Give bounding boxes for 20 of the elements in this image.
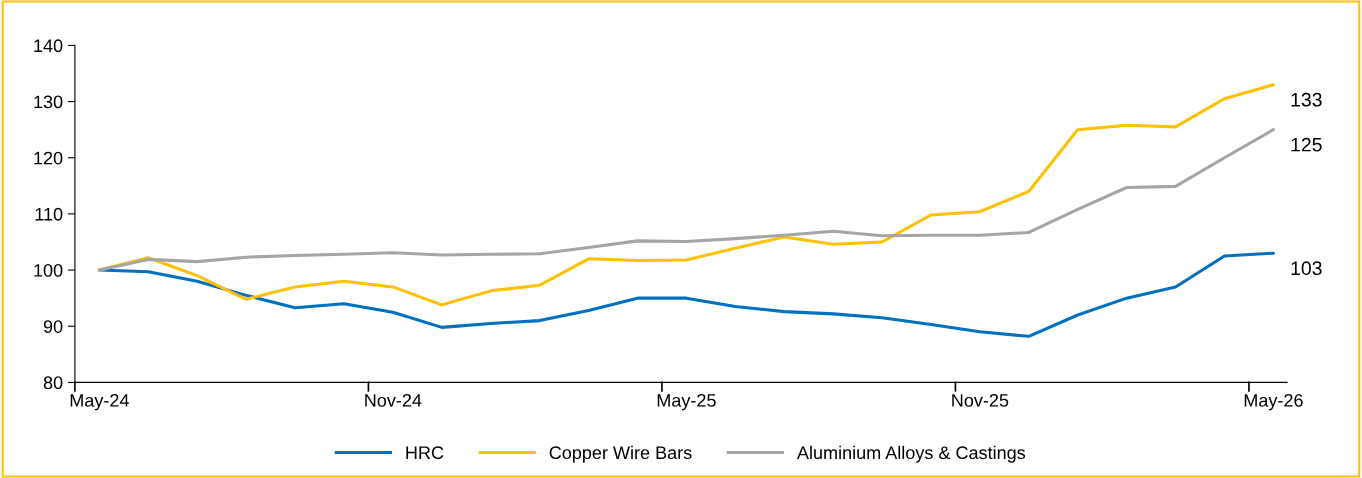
legend-label: Copper Wire Bars <box>549 445 692 463</box>
x-tick-label: May-25 <box>657 393 716 411</box>
line-series <box>97 128 1275 272</box>
x-tick-label: Nov-25 <box>952 393 1009 407</box>
y-tick-label: 130 <box>34 95 63 109</box>
y-tick-label: 100 <box>34 264 63 277</box>
data-label: 125 <box>1291 137 1322 152</box>
y-tick-label: 140 <box>34 39 63 53</box>
y-tick-label: 110 <box>35 207 63 221</box>
y-tick-label: 120 <box>34 151 63 165</box>
x-tick-label: May-24 <box>70 393 129 411</box>
data-label: 133 <box>1291 92 1322 107</box>
y-tick-label: 90 <box>43 320 63 333</box>
x-tick-label: Nov-24 <box>365 393 422 407</box>
data-label: 103 <box>1291 261 1322 276</box>
x-tick-label: May-26 <box>1244 393 1303 411</box>
legend-label: HRC <box>406 446 444 460</box>
y-tick-label: 80 <box>43 376 63 390</box>
legend-label: Aluminium Alloys & Castings <box>796 445 1026 463</box>
line-series <box>97 251 1275 338</box>
